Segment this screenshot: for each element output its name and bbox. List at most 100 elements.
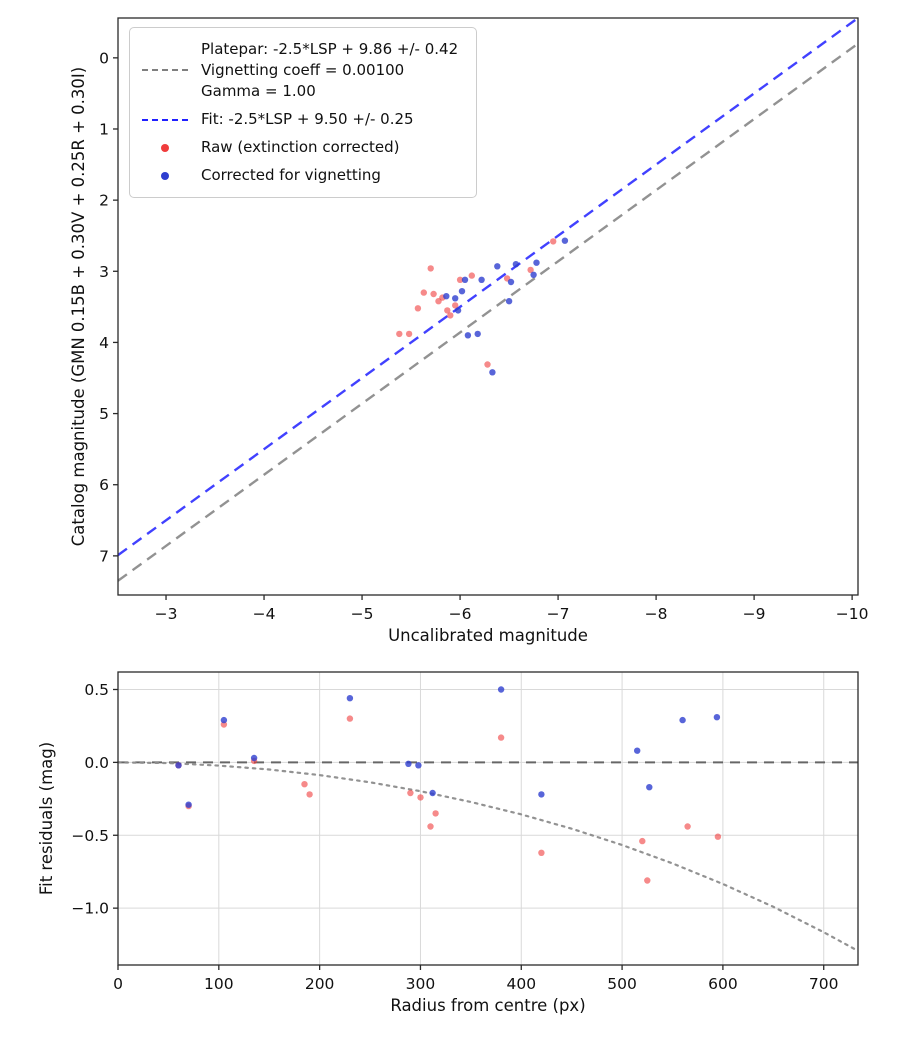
data-point <box>489 369 496 376</box>
data-point <box>533 259 540 266</box>
data-point <box>432 810 439 817</box>
data-point <box>346 715 354 722</box>
platepar-line-swatch <box>142 69 188 71</box>
data-point <box>427 265 434 272</box>
platepar-label-line2: Vignetting coeff = 0.00100 <box>201 61 405 79</box>
x-tick-label: −7 <box>547 605 570 623</box>
data-point <box>714 833 722 840</box>
platepar-label-line3: Gamma = 1.00 <box>201 82 316 100</box>
data-point <box>452 295 459 302</box>
corrected-label: Corrected for vignetting <box>201 166 381 184</box>
data-point <box>497 734 505 741</box>
legend-entry-platepar: Platepar: -2.5*LSP + 9.86 +/- 0.42 Vigne… <box>142 39 458 102</box>
y-tick-label: 0.0 <box>84 754 109 772</box>
x-axis-label: Radius from centre (px) <box>390 996 585 1015</box>
data-point <box>461 276 469 283</box>
data-point <box>220 721 228 728</box>
data-point <box>407 789 414 797</box>
data-point <box>484 361 491 368</box>
magnitude-fit-plot: −3 −4 −5 −6 −7 −8 −9 −10 0 1 2 3 4 5 6 7 Uncalibrated ma… <box>69 17 869 645</box>
legend-entry-corrected: Corrected for vignetting <box>142 165 458 186</box>
data-point <box>646 784 653 791</box>
platepar-line <box>117 42 859 582</box>
data-point <box>634 747 641 754</box>
data-point <box>639 837 646 845</box>
x-tick-label: −3 <box>155 605 178 623</box>
data-point <box>447 312 454 319</box>
x-tick-label: 600 <box>708 975 738 993</box>
data-point <box>444 307 451 314</box>
x-tick-label: 300 <box>406 975 436 993</box>
data-point <box>454 307 462 314</box>
x-tick-label: 500 <box>607 975 637 993</box>
x-axis-label: Uncalibrated magnitude <box>388 626 588 645</box>
gray-dashed-line-icon <box>142 69 188 71</box>
data-point <box>427 823 434 830</box>
y-axis-label: Catalog magnitude (GMN 0.15B + 0.30V + 0… <box>69 67 88 546</box>
x-tick-label: −4 <box>253 605 276 623</box>
data-point <box>527 266 534 274</box>
y-tick-label: 0 <box>99 49 109 67</box>
data-point <box>507 278 515 286</box>
data-point <box>512 261 520 268</box>
y-tick-label: 6 <box>99 476 109 494</box>
corrected-point-swatch <box>142 171 188 180</box>
data-point <box>429 789 436 797</box>
y-tick-label: 1 <box>99 120 109 138</box>
data-point <box>550 238 557 245</box>
data-point <box>713 714 721 721</box>
axes-frame <box>117 671 859 966</box>
data-point <box>644 877 651 884</box>
platepar-legend-text: Platepar: -2.5*LSP + 9.86 +/- 0.42 Vigne… <box>201 39 458 102</box>
blue-dot-icon <box>161 171 169 180</box>
fit-line-swatch <box>142 118 188 121</box>
fit-line <box>117 17 859 557</box>
data-point <box>538 849 545 856</box>
data-point <box>430 290 437 298</box>
y-tick-label: 2 <box>99 192 109 210</box>
x-tick-label: −5 <box>351 605 374 623</box>
legend-entry-raw: Raw (extinction corrected) <box>142 137 458 158</box>
fit-label: Fit: -2.5*LSP + 9.50 +/- 0.25 <box>201 110 414 128</box>
data-point <box>452 302 459 309</box>
x-tick-label: −10 <box>836 605 869 623</box>
data-point <box>494 263 501 270</box>
vignetting-model-curve <box>116 761 860 953</box>
axes-frame <box>117 17 859 596</box>
data-point <box>456 276 464 283</box>
platepar-label-line1: Platepar: -2.5*LSP + 9.86 +/- 0.42 <box>201 40 459 58</box>
y-tick-label: 5 <box>99 405 109 423</box>
y-tick-label: 3 <box>99 263 109 281</box>
data-point <box>458 288 466 295</box>
data-point <box>306 791 313 798</box>
data-point <box>478 276 485 283</box>
data-point <box>538 791 545 798</box>
data-point <box>346 695 354 702</box>
y-tick-label: −0.5 <box>71 827 109 845</box>
data-point <box>443 293 450 300</box>
x-tick-label: −9 <box>743 605 766 623</box>
data-point <box>505 298 513 305</box>
data-point <box>497 686 505 693</box>
y-tick-label: 7 <box>99 547 109 565</box>
data-point <box>220 716 228 724</box>
data-point <box>474 330 481 338</box>
data-point <box>414 305 422 312</box>
legend: Platepar: -2.5*LSP + 9.86 +/- 0.42 Vigne… <box>129 27 478 198</box>
residuals-plot: 0 100 200 300 400 500 600 700 0.5 0.0 −0.5 −1.0 Radi… <box>37 671 860 1015</box>
data-point <box>301 781 308 788</box>
x-tick-label: −8 <box>645 605 668 623</box>
x-tick-label: 200 <box>305 975 335 993</box>
raw-point-swatch <box>142 143 188 152</box>
x-tick-label: 100 <box>204 975 234 993</box>
legend-entry-fit: Fit: -2.5*LSP + 9.50 +/- 0.25 <box>142 109 458 130</box>
data-point <box>420 289 427 296</box>
data-point <box>405 330 413 338</box>
x-tick-label: 0 <box>113 975 123 993</box>
red-dot-icon <box>161 143 169 152</box>
data-point <box>250 754 258 762</box>
data-point <box>415 762 422 769</box>
data-point <box>396 330 403 338</box>
